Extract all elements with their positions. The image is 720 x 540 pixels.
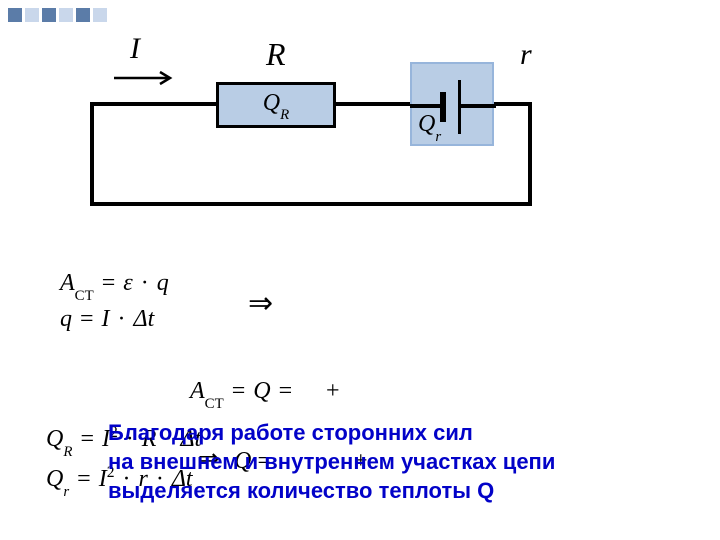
implies-arrow-1: ⇒ bbox=[248, 286, 273, 321]
wire bbox=[90, 102, 216, 106]
resistor: QR bbox=[216, 82, 336, 128]
deco-square bbox=[42, 8, 56, 22]
wire bbox=[90, 102, 94, 206]
wire bbox=[410, 104, 440, 108]
label-Qr: Qr bbox=[418, 111, 441, 142]
wire bbox=[90, 202, 532, 206]
deco-square bbox=[93, 8, 107, 22]
label-I: I bbox=[130, 32, 140, 66]
current-arrow-icon bbox=[112, 70, 182, 86]
formula-q-eq: q = I · Δt bbox=[60, 306, 154, 333]
label-QR: QR bbox=[263, 90, 289, 121]
battery: Qr bbox=[410, 62, 494, 146]
label-r: r bbox=[520, 38, 532, 72]
wire bbox=[528, 102, 532, 206]
label-R: R bbox=[266, 36, 286, 73]
deco-square bbox=[76, 8, 90, 22]
formula-Act-eq: ACT = ε · q bbox=[60, 270, 169, 301]
deco-square bbox=[8, 8, 22, 22]
blue-explanation-text: Благодаря работе сторонних сил на внешне… bbox=[108, 418, 555, 505]
formula-Act-Q: ACT = Q = bbox=[190, 378, 294, 409]
deco-square bbox=[25, 8, 39, 22]
plus-1: + bbox=[324, 378, 342, 405]
wire bbox=[461, 104, 496, 108]
deco-square bbox=[59, 8, 73, 22]
slide-corner-deco bbox=[8, 8, 107, 22]
